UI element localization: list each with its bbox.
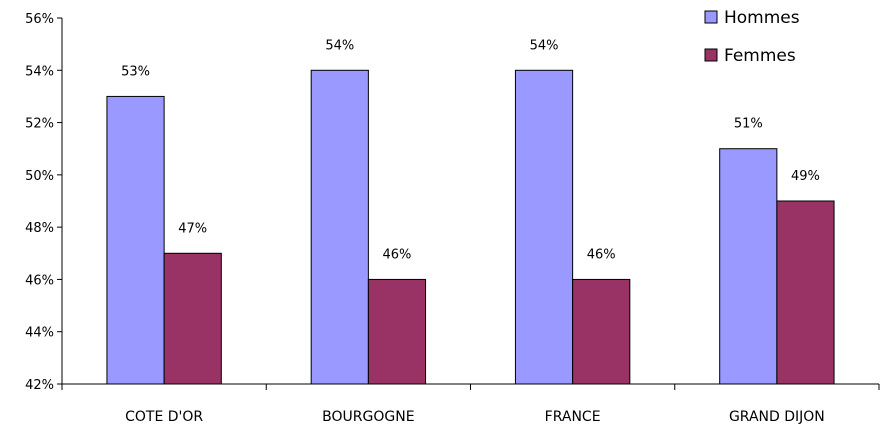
data-label: 47% [178, 221, 207, 236]
x-axis: COTE D'OR BOURGOGNE FRANCE GRAND DIJON [61, 383, 880, 425]
data-labels: 53% 54% 54% 51% 47% 46% 46% 49% [121, 38, 820, 262]
bar-hommes-2 [514, 69, 574, 385]
y-tick-label: 48% [25, 221, 54, 236]
y-tick-label: 44% [25, 326, 54, 341]
legend-label-hommes: Hommes [724, 8, 800, 28]
legend-label-femmes: Femmes [724, 46, 796, 66]
category-label: BOURGOGNE [322, 409, 414, 425]
data-label: 46% [383, 247, 412, 262]
bar-femmes-3 [776, 200, 835, 385]
y-tick-label: 42% [25, 378, 54, 393]
bar-femmes-0 [163, 252, 222, 385]
y-tick-label: 56% [25, 12, 54, 27]
data-label: 49% [791, 169, 820, 184]
data-label: 46% [587, 247, 616, 262]
bar-hommes-3 [719, 148, 778, 385]
category-label: FRANCE [545, 409, 601, 425]
bar-femmes-1 [367, 278, 427, 385]
y-tick-label: 52% [25, 117, 54, 132]
category-label: COTE D'OR [125, 409, 203, 425]
legend: Hommes Femmes [704, 8, 800, 66]
y-tick-label: 54% [25, 64, 54, 79]
bars [106, 69, 835, 385]
y-tick-label: 50% [25, 169, 54, 184]
data-label: 53% [121, 64, 150, 79]
bar-hommes-1 [310, 69, 369, 385]
data-label: 54% [530, 38, 559, 53]
legend-swatch-femmes [704, 48, 718, 62]
y-axis: 42% 44% 46% 48% 50% 52% 54% 56% [25, 12, 63, 393]
bar-hommes-0 [106, 95, 165, 385]
bar-femmes-2 [572, 278, 631, 385]
y-tick-label: 46% [25, 273, 54, 288]
data-label: 51% [734, 117, 763, 132]
data-label: 54% [325, 38, 354, 53]
category-label: GRAND DIJON [729, 409, 825, 425]
legend-swatch-hommes [704, 10, 718, 24]
